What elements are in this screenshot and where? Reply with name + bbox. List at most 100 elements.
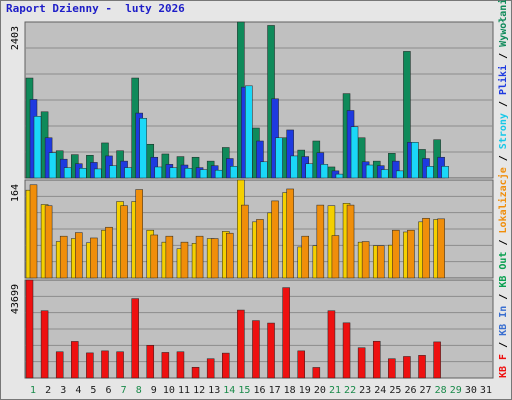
bar-kilobytes-s0-day17 [267, 322, 275, 379]
y-max-label: 164 [10, 184, 21, 202]
bar-kilobytes-s0-day22 [342, 322, 351, 379]
bar-kilobytes-s0-day7 [116, 351, 124, 379]
x-tick-label: 23 [359, 385, 371, 396]
x-tick-label: 16 [253, 385, 265, 396]
bar-visits-s1-day24 [376, 245, 385, 279]
bar-visits-s1-day18 [286, 188, 294, 279]
legend-item: KB F [498, 354, 509, 378]
bar-visits-s1-day27 [422, 217, 430, 279]
bar-kilobytes-s0-day3 [55, 351, 64, 379]
bar-visits-s1-day5 [90, 237, 98, 279]
bar-kilobytes-s0-day6 [101, 350, 109, 379]
x-tick-label: 7 [121, 385, 127, 396]
y-max-label: 2403 [10, 26, 21, 50]
bar-visits-s1-day6 [105, 226, 113, 279]
legend-item: KB In [498, 306, 509, 336]
bar-visits-s1-day15 [241, 204, 249, 279]
x-tick-label: 11 [178, 385, 190, 396]
bar-kilobytes-s0-day15 [237, 309, 245, 379]
y-max-label: 43699 [10, 284, 21, 314]
bar-visits-s1-day14 [226, 232, 234, 279]
bar-kilobytes-s0-day2 [40, 310, 49, 379]
bar-kilobytes-s0-day4 [71, 341, 79, 379]
legend-separator: / [498, 336, 509, 354]
x-tick-label: 6 [106, 385, 112, 396]
bar-kilobytes-s0-day24 [372, 340, 381, 379]
legend-separator: / [498, 95, 509, 113]
legend-separator: / [498, 288, 509, 306]
bar-traffic-counts-s2-day24 [380, 169, 389, 179]
bar-visits-s1-day17 [271, 200, 279, 279]
bar-traffic-counts-s2-day11 [184, 168, 193, 179]
bar-visits-s1-day4 [75, 232, 83, 279]
bar-traffic-counts-s2-day19 [305, 163, 313, 179]
bar-traffic-counts-s2-day9 [154, 166, 163, 179]
x-tick-label: 5 [90, 385, 96, 396]
x-tick-label: 30 [465, 385, 477, 396]
bar-traffic-counts-s2-day5 [94, 168, 102, 179]
x-tick-label: 22 [344, 385, 356, 396]
bar-visits-s1-day1 [29, 184, 38, 279]
bar-traffic-counts-s2-day7 [124, 167, 132, 179]
bar-traffic-counts-s2-day1 [33, 116, 42, 179]
bar-kilobytes-s0-day1 [25, 279, 34, 379]
bar-visits-s1-day2 [44, 205, 53, 279]
bar-visits-s1-day3 [59, 235, 68, 279]
page-title: Raport Dzienny - luty 2026 [6, 2, 185, 15]
x-tick-label: 1 [30, 385, 36, 396]
x-tick-label: 13 [208, 385, 220, 396]
x-tick-label: 12 [193, 385, 205, 396]
x-tick-label: 8 [136, 385, 142, 396]
x-tick-label: 14 [223, 385, 235, 396]
bar-traffic-counts-s2-day13 [214, 169, 223, 179]
x-tick-label: 21 [329, 385, 341, 396]
bar-traffic-counts-s2-day26 [411, 142, 419, 179]
bar-traffic-counts-s2-day3 [63, 167, 72, 179]
x-tick-label: 18 [284, 385, 296, 396]
bar-traffic-counts-s2-day20 [320, 164, 329, 179]
x-tick-label: 2 [45, 385, 51, 396]
x-tick-label: 17 [269, 385, 281, 396]
legend-separator: / [498, 47, 509, 65]
legend-item: KB Out [498, 252, 509, 288]
bar-traffic-counts-s0-day26 [403, 51, 411, 179]
bar-kilobytes-s0-day16 [252, 320, 260, 379]
legend-item: Lokalizacje [497, 167, 509, 233]
bar-traffic-counts-s2-day27 [426, 166, 434, 179]
legend: KB F / KB In / KB Out / Lokalizacje / St… [497, 0, 509, 378]
x-tick-label: 25 [389, 385, 401, 396]
bar-kilobytes-s0-day18 [282, 287, 290, 379]
bar-kilobytes-s0-day13 [206, 358, 215, 379]
x-tick-label: 31 [480, 385, 492, 396]
bar-kilobytes-s0-day12 [191, 366, 200, 379]
bar-traffic-counts-s1-day18 [286, 129, 294, 179]
bar-visits-s1-day23 [361, 241, 370, 279]
x-tick-label: 10 [163, 385, 175, 396]
bar-traffic-counts-s2-day21 [335, 173, 344, 179]
bar-visits-s1-day8 [135, 189, 143, 279]
bar-visits-s1-day20 [316, 204, 325, 279]
x-tick-label: 20 [314, 385, 326, 396]
x-tick-label: 4 [75, 385, 81, 396]
legend-separator: / [498, 149, 509, 167]
legend-item: Wywołania [497, 0, 509, 47]
x-tick-label: 29 [450, 385, 462, 396]
bar-kilobytes-s0-day21 [327, 310, 336, 379]
bar-kilobytes-s0-day23 [357, 347, 366, 379]
bar-visits-s1-day7 [120, 205, 128, 279]
bar-visits-s1-day19 [301, 235, 309, 279]
bar-kilobytes-s0-day14 [222, 352, 230, 379]
bar-kilobytes-s0-day26 [403, 356, 411, 379]
bar-kilobytes-s0-day9 [146, 345, 155, 379]
bar-traffic-counts-s2-day15 [245, 85, 253, 179]
bar-visits-s1-day26 [407, 229, 415, 279]
bar-traffic-counts-s2-day22 [350, 126, 359, 179]
bar-traffic-counts-s2-day17 [275, 137, 283, 179]
x-tick-label: 28 [435, 385, 447, 396]
bar-traffic-counts-s2-day2 [48, 152, 57, 179]
bar-traffic-counts-s2-day16 [260, 161, 268, 179]
bar-traffic-counts-s2-day25 [396, 170, 404, 179]
bar-traffic-counts-s1-day16 [256, 140, 264, 179]
legend-item: Strony [498, 113, 509, 149]
bar-traffic-counts-s2-day12 [199, 169, 208, 179]
